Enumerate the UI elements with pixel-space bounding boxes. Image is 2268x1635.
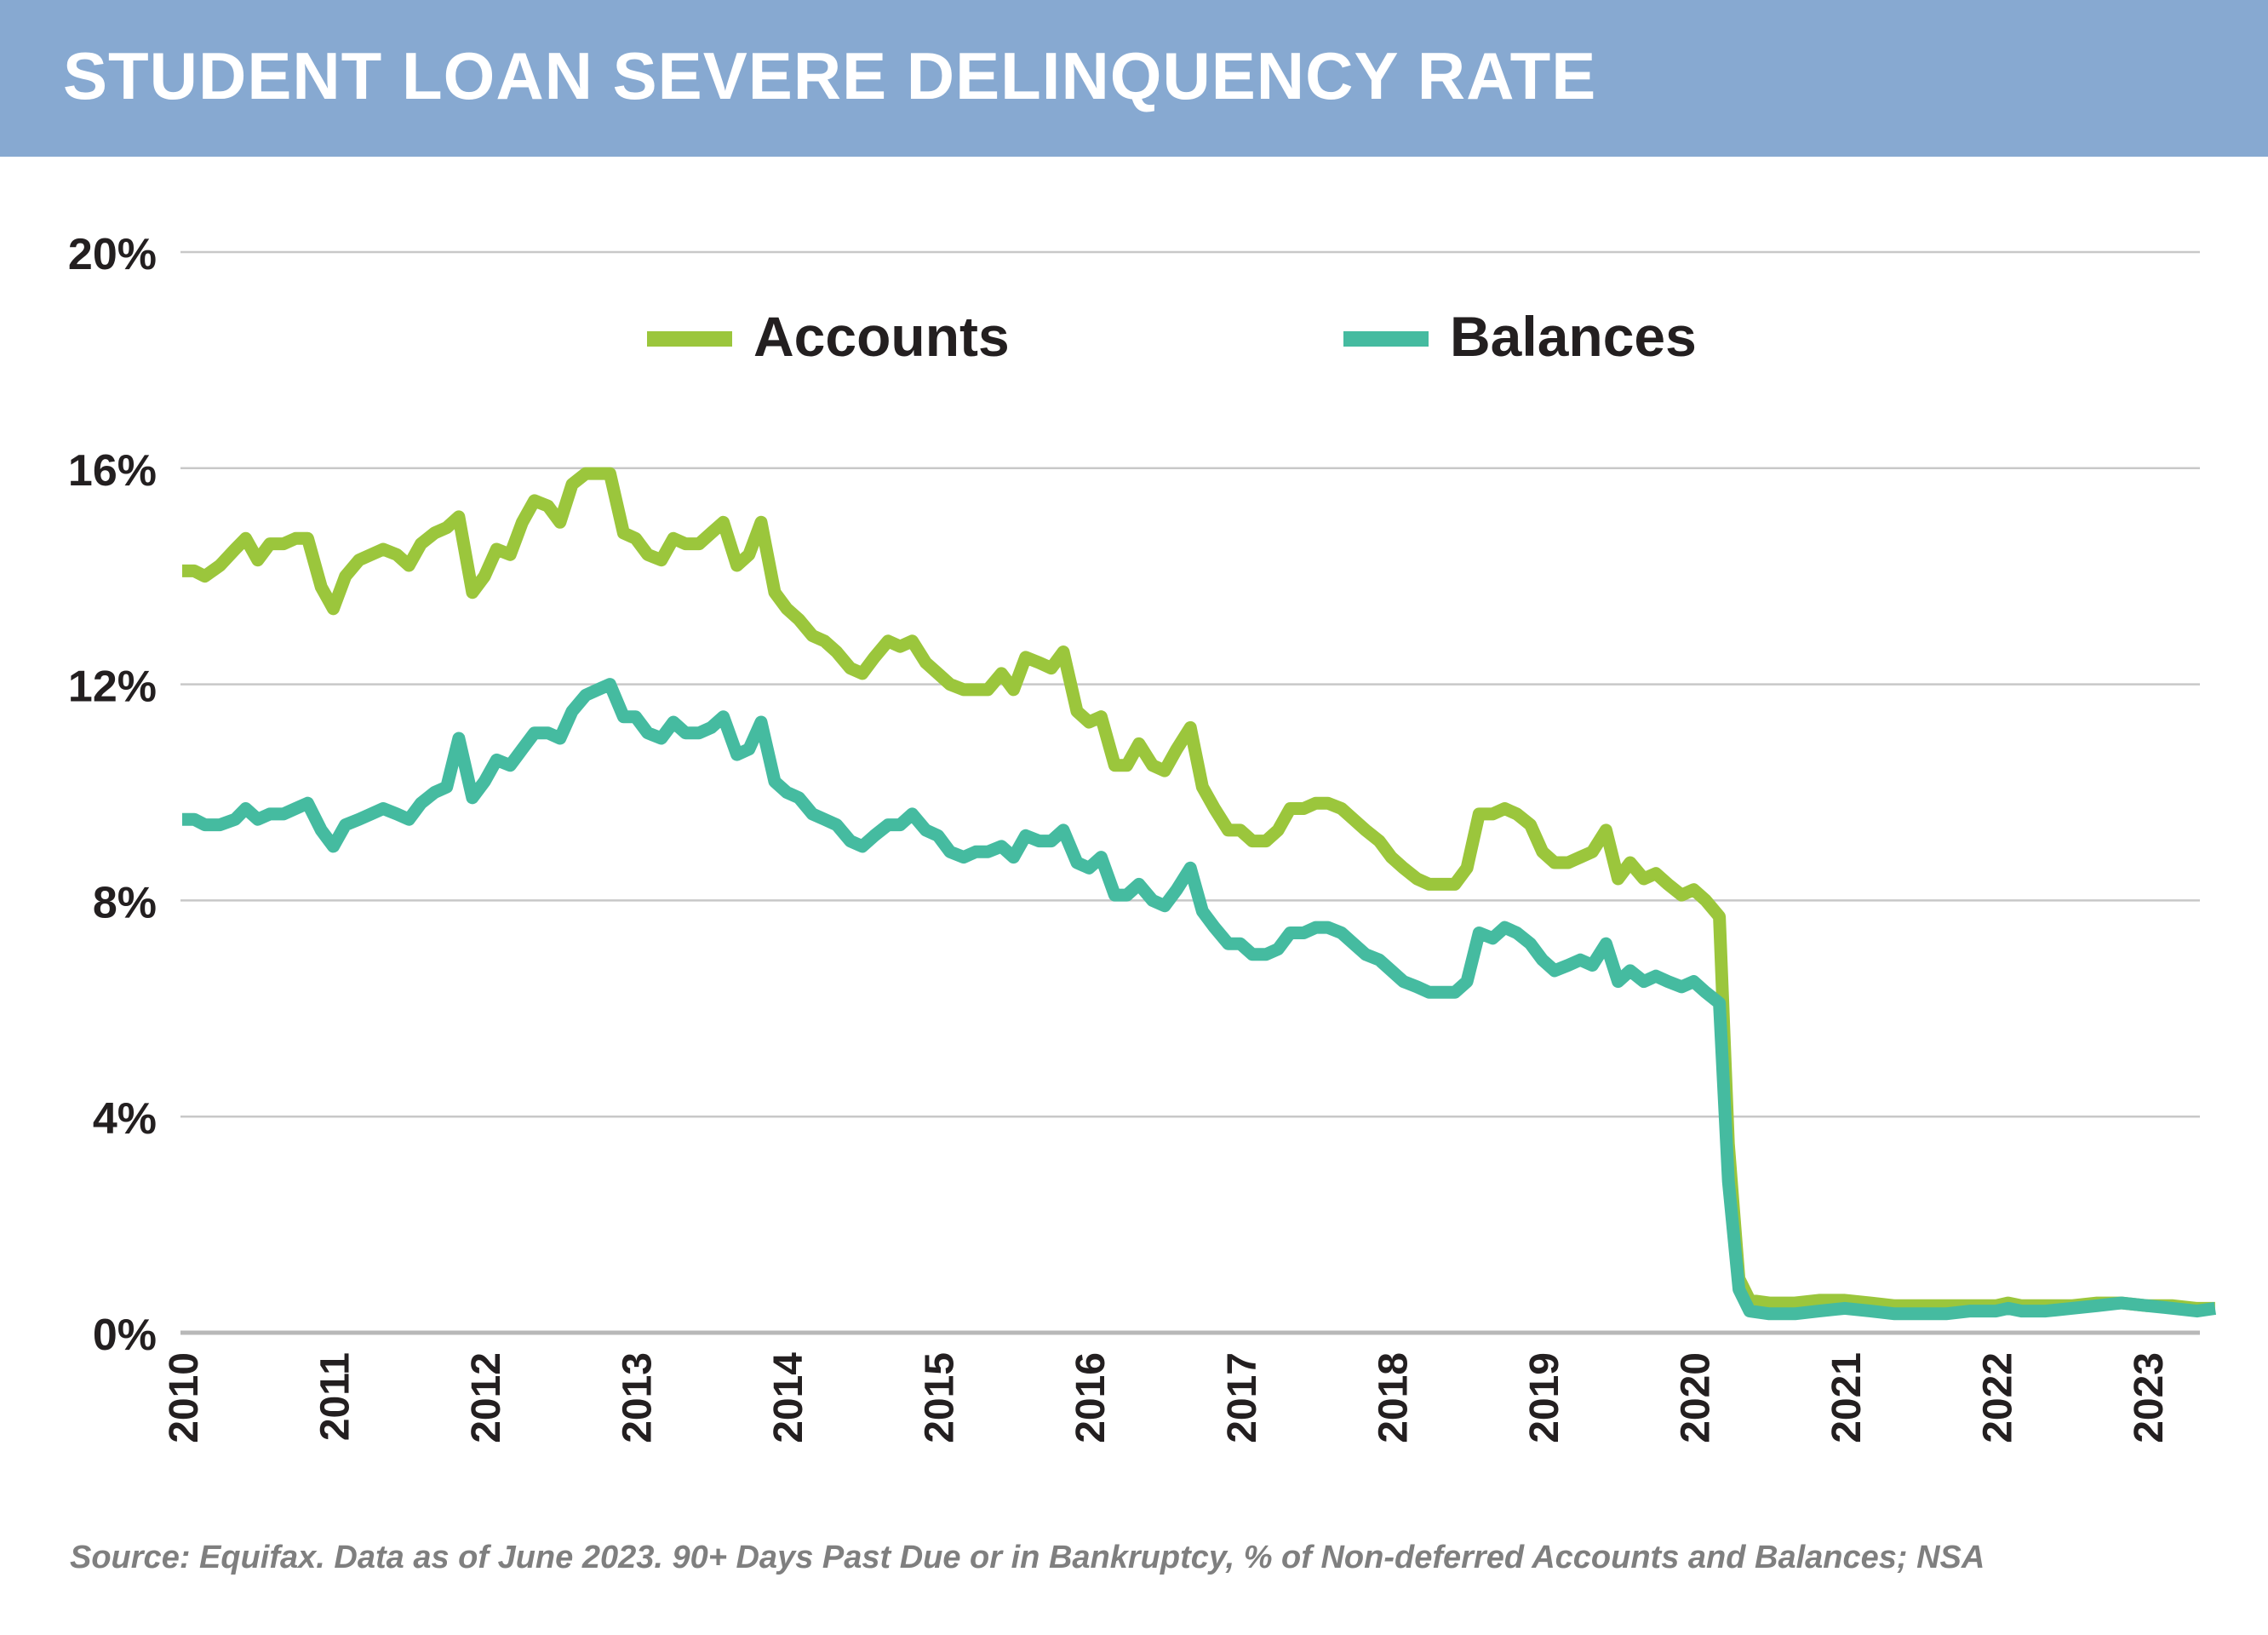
series-lines [182,467,2217,1321]
x-tick-label: 2022 [1975,1352,2020,1443]
x-tick-label: 2013 [616,1352,661,1443]
x-tick-label: 2015 [918,1352,963,1443]
x-tick-label: 2020 [1673,1352,1718,1443]
x-tick-label: 2016 [1068,1352,1114,1443]
line-chart: 0% 4% 8% 12% 16% 20% 2010 2011 2012 2013 2014 2015… [68,230,2217,1443]
x-tick-label: 2017 [1220,1352,1265,1443]
x-tick-label: 2011 [313,1352,358,1441]
legend-label-balances: Balances [1450,305,1697,368]
series-line-balances [182,678,2217,1321]
x-tick-label: 2021 [1824,1352,1870,1443]
x-tick-label: 2023 [2127,1352,2172,1443]
y-axis-tick-labels: 0% 4% 8% 12% 16% 20% [68,230,157,1360]
chart-title: STUDENT LOAN SEVERE DELINQUENCY RATE [63,38,1597,113]
x-tick-label: 2014 [766,1352,811,1443]
source-note: Source: Equifax. Data as of June 2023. 9… [70,1540,1985,1575]
legend-label-accounts: Accounts [753,305,1010,368]
x-tick-label: 2018 [1371,1352,1416,1443]
x-axis-tick-labels: 2010 2011 2012 2013 2014 2015 2016 2017 2018 2019… [162,1352,2172,1443]
y-tick-label: 4% [93,1094,157,1144]
grid-lines [180,250,2200,1335]
series-line-accounts [182,467,2215,1315]
y-tick-label: 20% [68,230,157,279]
title-bar: STUDENT LOAN SEVERE DELINQUENCY RATE [0,0,2268,157]
y-tick-label: 8% [93,878,157,927]
x-tick-label: 2019 [1522,1352,1567,1443]
y-tick-label: 16% [68,446,157,496]
y-tick-label: 12% [68,663,157,712]
legend: Accounts Balances [647,305,1697,368]
x-tick-label: 2012 [464,1352,509,1443]
x-tick-label: 2010 [162,1352,207,1443]
y-tick-label: 0% [93,1311,157,1360]
